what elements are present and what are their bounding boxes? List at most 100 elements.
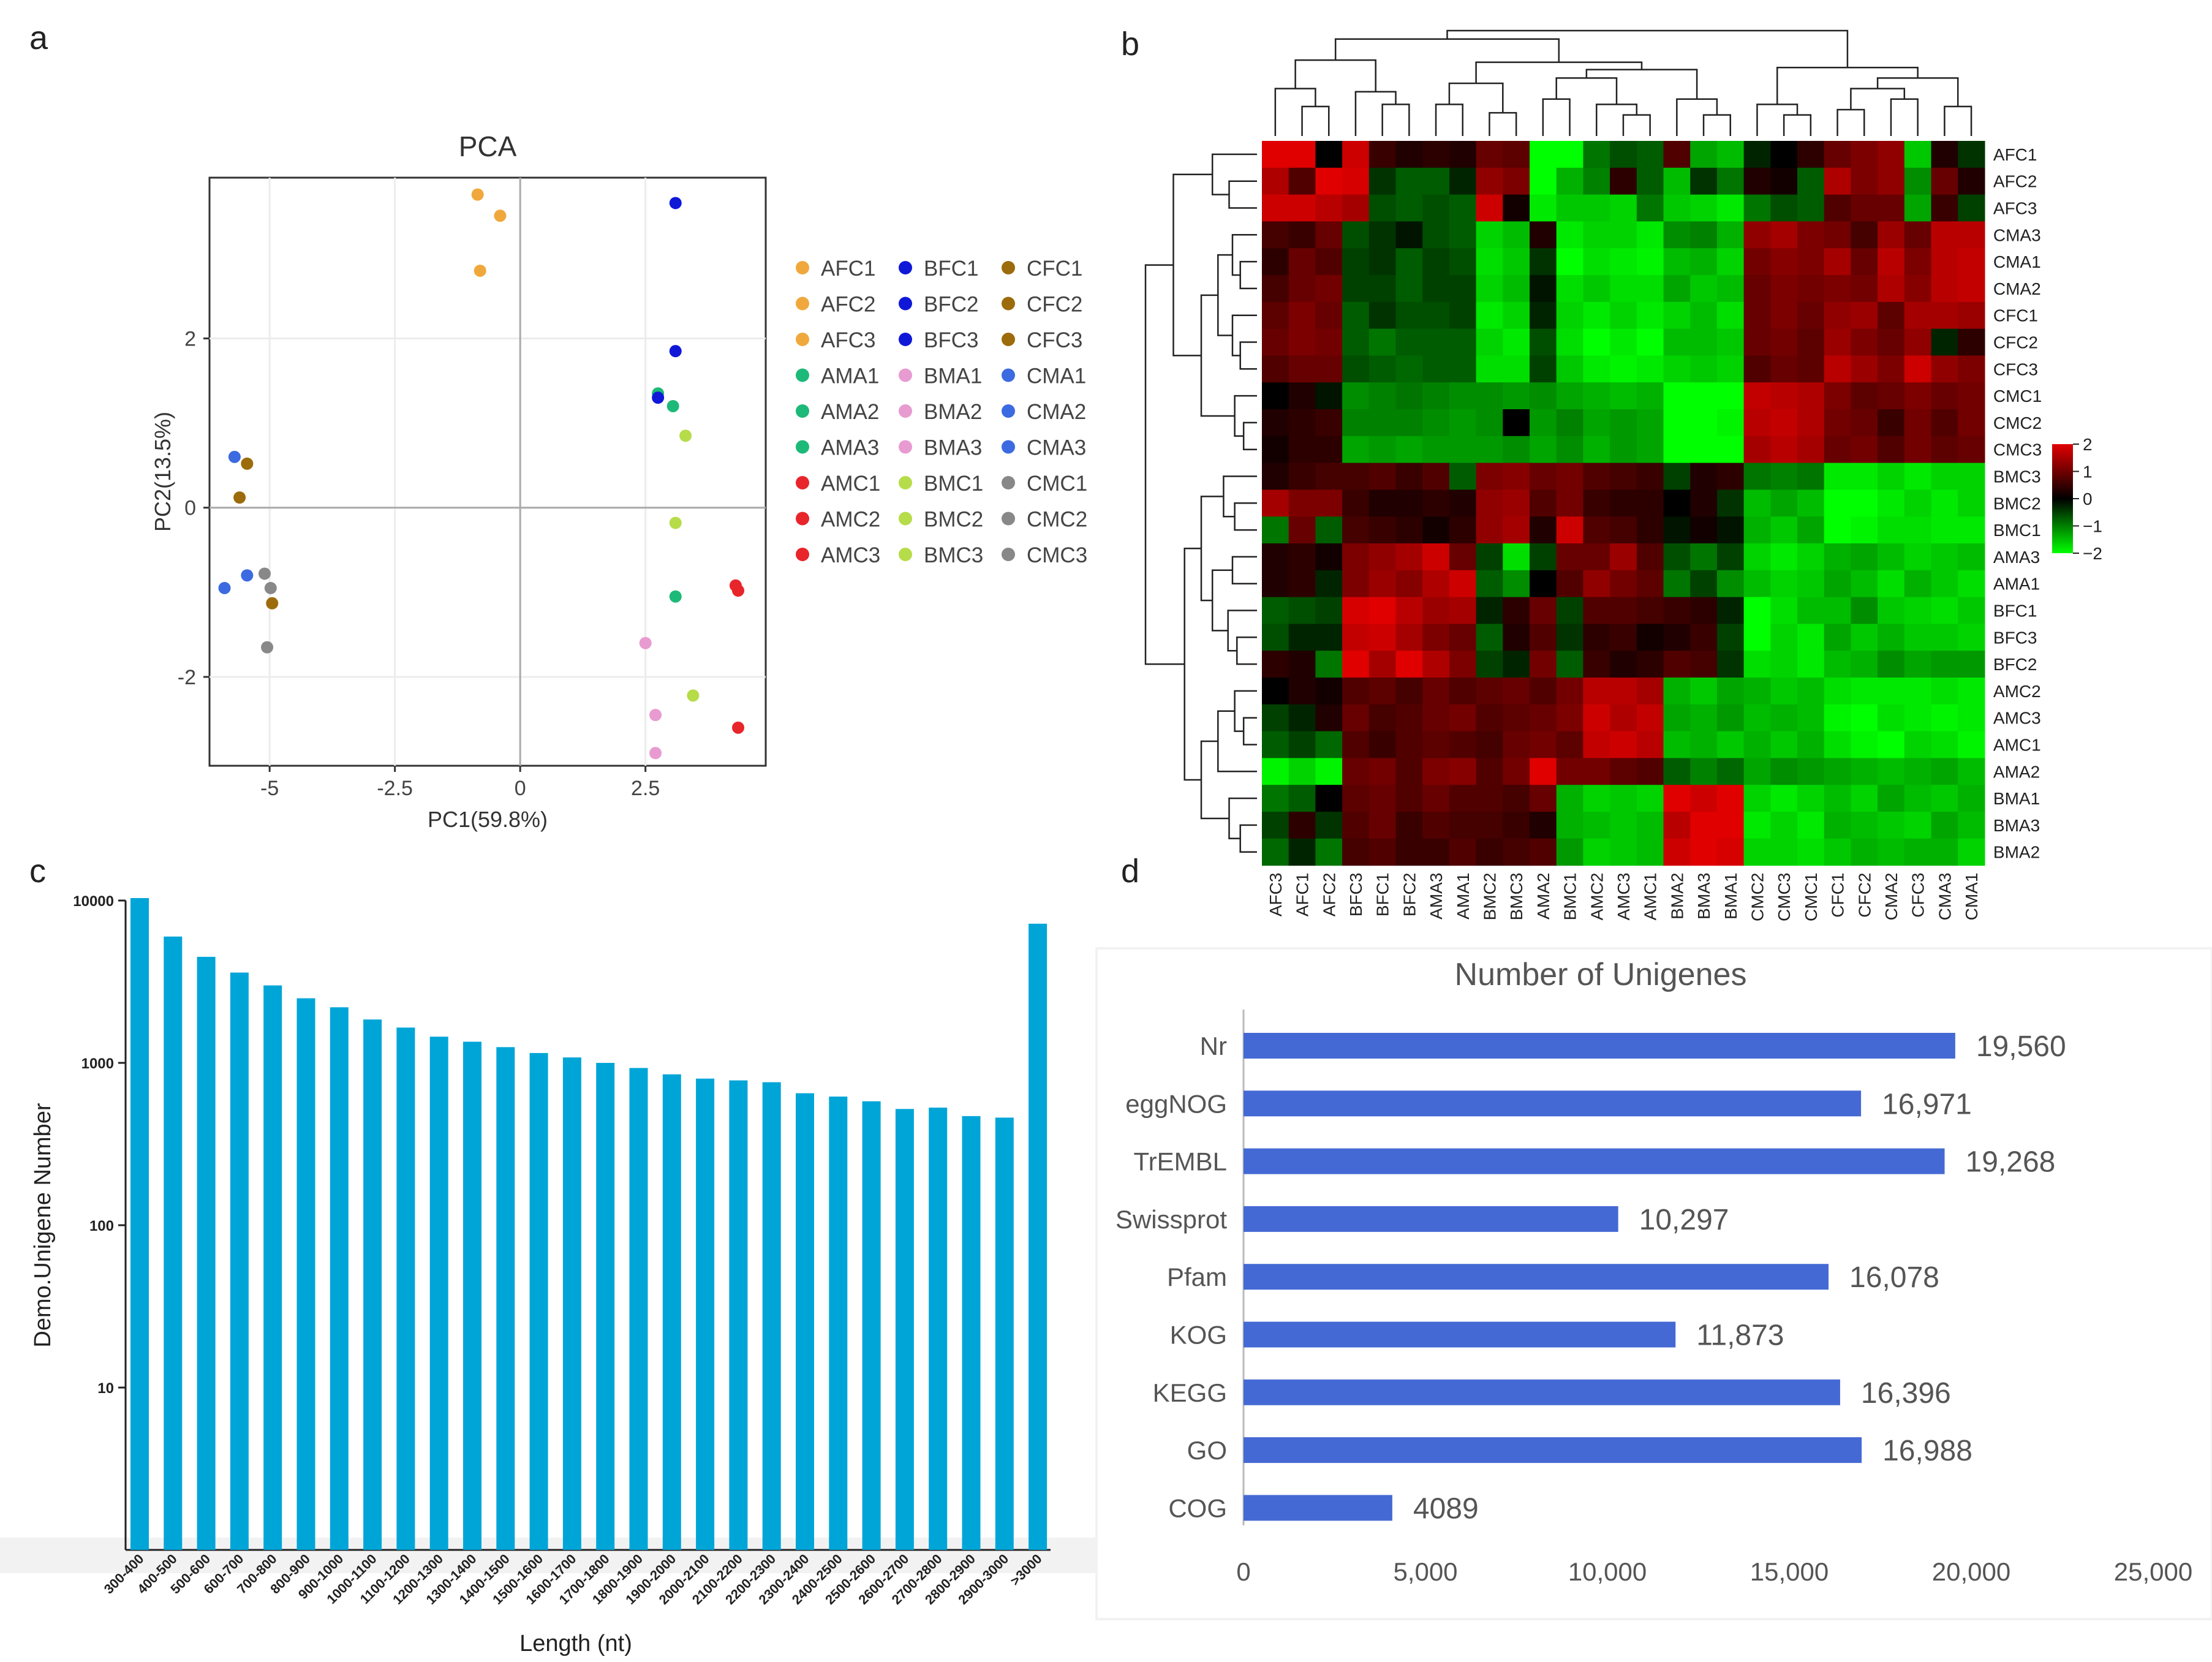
heatmap-cell	[1851, 543, 1878, 571]
length-chart-y-ticks: 10 100 1000 10000	[73, 893, 126, 1397]
heatmap-cell	[1288, 248, 1316, 276]
pca-legend-label: AMC1	[821, 472, 880, 496]
heatmap-column-label: BMA2	[1667, 873, 1686, 920]
pca-point-bma2	[649, 709, 662, 722]
heatmap-cell	[1449, 731, 1477, 758]
pca-point-cmc3	[261, 641, 274, 654]
heatmap-cell	[1958, 328, 1985, 356]
heatmap-cell	[1663, 409, 1691, 437]
heatmap-cell	[1476, 275, 1503, 303]
heatmap-cell	[1716, 489, 1745, 517]
heatmap-cell	[1395, 516, 1423, 544]
heatmap-cell	[1716, 838, 1745, 866]
heatmap-cell	[1368, 463, 1397, 490]
heatmap-cell	[1878, 382, 1905, 410]
heatmap-cell	[1503, 328, 1530, 356]
pca-point-bmc2	[669, 516, 682, 529]
heatmap-cell	[1449, 624, 1477, 651]
heatmap-cell	[1824, 785, 1851, 812]
heatmap-cell	[1288, 731, 1316, 758]
heatmap-cell	[1851, 838, 1878, 866]
pca-legend-label: BFC2	[924, 293, 978, 317]
heatmap-cell	[1663, 167, 1691, 195]
heatmap-row-label: CFC3	[1993, 360, 2038, 379]
heatmap-cell	[1797, 328, 1825, 356]
heatmap-cell	[1636, 275, 1664, 303]
heatmap-cell	[1878, 194, 1905, 222]
heatmap-cell	[1395, 194, 1423, 222]
heatmap-cell	[1770, 141, 1798, 168]
heatmap-row-label: AFC2	[1993, 172, 2037, 191]
heatmap-cell	[1395, 678, 1423, 705]
heatmap-cell	[1476, 167, 1503, 195]
heatmap-cell	[1904, 463, 1932, 490]
length-chart-bar	[696, 1078, 715, 1550]
pca-legend-swatch	[1002, 548, 1015, 561]
heatmap-cell	[1716, 141, 1745, 168]
heatmap-cell	[1556, 463, 1584, 490]
heatmap-cell	[1636, 328, 1664, 356]
length-chart-bar	[929, 1108, 948, 1550]
heatmap-cell	[1315, 678, 1343, 705]
heatmap-cell	[1716, 194, 1745, 222]
heatmap-cell	[1422, 651, 1450, 678]
heatmap-row-label: AMA1	[1993, 575, 2040, 594]
heatmap-column-dendrogram	[1274, 29, 1972, 136]
heatmap-cell	[1610, 704, 1637, 732]
heatmap-cell	[1931, 785, 1958, 812]
heatmap-cell	[1395, 167, 1423, 195]
heatmap-cell	[1797, 785, 1825, 812]
pca-point-cfc1	[241, 457, 254, 470]
heatmap-cell	[1878, 812, 1905, 839]
pca-legend-swatch	[1002, 476, 1015, 489]
pca-legend-swatch	[796, 333, 809, 346]
heatmap-cell	[1770, 194, 1798, 222]
heatmap-cell	[1851, 597, 1878, 624]
heatmap-cell	[1770, 543, 1798, 571]
heatmap-cell	[1342, 570, 1370, 598]
heatmap-dendrogram-branch	[1239, 341, 1257, 370]
heatmap-cell	[1422, 382, 1450, 410]
heatmap-dendrogram-branch	[1228, 180, 1257, 209]
heatmap-column-label: AMA2	[1534, 873, 1553, 920]
heatmap-cell	[1716, 382, 1745, 410]
heatmap-cell	[1690, 651, 1718, 678]
heatmap-row-label: CMA2	[1993, 279, 2041, 298]
pca-y-tick-label: 0	[184, 497, 196, 520]
heatmap-cell	[1422, 141, 1450, 168]
heatmap-cell	[1342, 167, 1370, 195]
heatmap-cell	[1422, 785, 1450, 812]
heatmap-cell	[1342, 463, 1370, 490]
heatmap-cell	[1636, 785, 1664, 812]
heatmap-cell	[1503, 651, 1530, 678]
heatmap-cell	[1422, 838, 1450, 866]
heatmap-cell	[1904, 624, 1932, 651]
heatmap-cell	[1262, 355, 1289, 383]
heatmap-column-label: BMC1	[1561, 873, 1580, 921]
heatmap-cell	[1530, 194, 1557, 222]
heatmap-cell	[1395, 436, 1423, 464]
heatmap-cell	[1262, 516, 1289, 544]
heatmap-cell	[1315, 731, 1343, 758]
heatmap-cell	[1503, 731, 1530, 758]
panel-label-c: c	[29, 853, 46, 890]
heatmap-cell	[1851, 436, 1878, 464]
heatmap-cell	[1743, 624, 1771, 651]
length-chart-bar	[629, 1068, 648, 1550]
heatmap-dendrogram-branch	[1448, 82, 1504, 113]
heatmap-cell	[1556, 275, 1584, 303]
heatmap-dendrogram-branch	[1585, 69, 1698, 99]
heatmap-cell	[1663, 516, 1691, 544]
heatmap-dendrogram-branch	[1944, 105, 1972, 136]
heatmap-cell	[1315, 785, 1343, 812]
heatmap-cell	[1342, 597, 1370, 624]
heatmap-cell	[1315, 570, 1343, 598]
heatmap-cell	[1342, 624, 1370, 651]
heatmap-cell	[1904, 328, 1932, 356]
heatmap-cells	[1262, 141, 1985, 866]
heatmap-cell	[1770, 785, 1798, 812]
heatmap-cell	[1583, 167, 1610, 195]
heatmap-cell	[1583, 543, 1610, 571]
heatmap-cell	[1824, 382, 1851, 410]
heatmap-cell	[1395, 731, 1423, 758]
